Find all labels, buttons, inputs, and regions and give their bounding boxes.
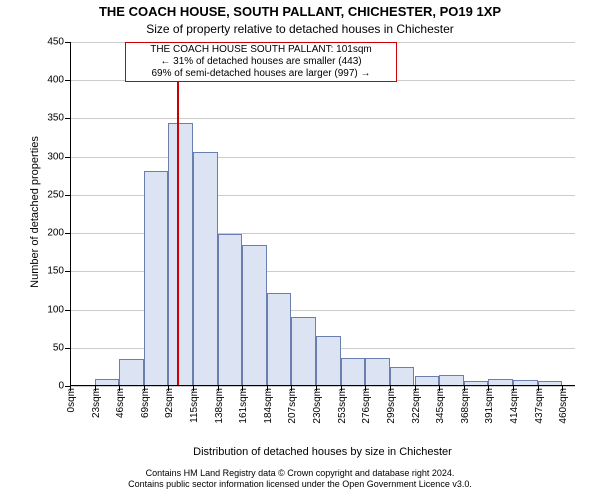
y-tick-label: 0	[34, 381, 64, 392]
histogram-bar	[390, 367, 415, 386]
attribution-line-2: Contains public sector information licen…	[0, 479, 600, 490]
x-tick-mark	[538, 386, 539, 391]
x-tick-mark	[218, 386, 219, 391]
x-tick-label: 138sqm	[214, 388, 225, 438]
x-tick-label: 184sqm	[263, 388, 274, 438]
x-tick-mark	[415, 386, 416, 391]
x-tick-label: 414sqm	[509, 388, 520, 438]
x-tick-label: 391sqm	[484, 388, 495, 438]
plot-area: 0501001502002503003504004500sqm23sqm46sq…	[70, 42, 575, 386]
x-tick-label: 161sqm	[238, 388, 249, 438]
histogram-bar	[168, 123, 193, 386]
histogram-bar	[267, 293, 292, 386]
y-tick-mark	[65, 233, 70, 234]
histogram-bar	[291, 317, 316, 386]
y-tick-mark	[65, 271, 70, 272]
histogram-bar	[193, 152, 218, 386]
x-tick-mark	[168, 386, 169, 391]
chart-container: THE COACH HOUSE, SOUTH PALLANT, CHICHEST…	[0, 0, 600, 500]
x-axis-title: Distribution of detached houses by size …	[70, 446, 575, 458]
x-tick-mark	[95, 386, 96, 391]
y-axis-title: Number of detached properties	[29, 112, 41, 312]
x-tick-mark	[488, 386, 489, 391]
gridline	[70, 157, 575, 158]
x-axis-line	[70, 385, 575, 386]
histogram-bar	[242, 245, 267, 386]
x-tick-label: 437sqm	[534, 388, 545, 438]
attribution: Contains HM Land Registry data © Crown c…	[0, 468, 600, 490]
y-tick-mark	[65, 195, 70, 196]
x-tick-label: 368sqm	[460, 388, 471, 438]
gridline	[70, 118, 575, 119]
x-tick-label: 46sqm	[115, 388, 126, 438]
x-tick-label: 207sqm	[287, 388, 298, 438]
y-tick-mark	[65, 310, 70, 311]
x-tick-mark	[119, 386, 120, 391]
x-tick-label: 0sqm	[66, 388, 77, 438]
x-tick-mark	[291, 386, 292, 391]
x-tick-label: 299sqm	[386, 388, 397, 438]
x-tick-mark	[144, 386, 145, 391]
y-tick-label: 400	[34, 75, 64, 86]
y-tick-mark	[65, 42, 70, 43]
annotation-box: THE COACH HOUSE SOUTH PALLANT: 101sqm ← …	[125, 42, 397, 82]
y-tick-mark	[65, 348, 70, 349]
annotation-line-1: THE COACH HOUSE SOUTH PALLANT: 101sqm	[130, 44, 392, 56]
x-tick-label: 460sqm	[558, 388, 569, 438]
histogram-bar	[316, 336, 341, 386]
gridline	[70, 386, 575, 387]
y-tick-mark	[65, 118, 70, 119]
y-tick-mark	[65, 157, 70, 158]
x-tick-mark	[341, 386, 342, 391]
x-tick-label: 23sqm	[91, 388, 102, 438]
annotation-line-3: 69% of semi-detached houses are larger (…	[130, 68, 392, 80]
x-tick-label: 69sqm	[140, 388, 151, 438]
x-tick-mark	[316, 386, 317, 391]
reference-line	[177, 42, 179, 386]
y-tick-mark	[65, 80, 70, 81]
x-tick-label: 230sqm	[312, 388, 323, 438]
y-axis-line	[70, 42, 71, 386]
histogram-bar	[144, 171, 169, 386]
histogram-bar	[119, 359, 144, 386]
y-tick-label: 450	[34, 37, 64, 48]
x-tick-mark	[390, 386, 391, 391]
attribution-line-1: Contains HM Land Registry data © Crown c…	[0, 468, 600, 479]
histogram-bar	[365, 358, 390, 386]
x-tick-mark	[267, 386, 268, 391]
x-tick-label: 92sqm	[164, 388, 175, 438]
histogram-bar	[341, 358, 366, 386]
x-tick-mark	[464, 386, 465, 391]
x-tick-label: 322sqm	[411, 388, 422, 438]
chart-title-main: THE COACH HOUSE, SOUTH PALLANT, CHICHEST…	[0, 4, 600, 19]
x-tick-mark	[513, 386, 514, 391]
x-tick-mark	[365, 386, 366, 391]
annotation-line-2: ← 31% of detached houses are smaller (44…	[130, 56, 392, 68]
x-tick-mark	[193, 386, 194, 391]
x-tick-mark	[562, 386, 563, 391]
x-tick-label: 115sqm	[189, 388, 200, 438]
histogram-bar	[218, 234, 243, 386]
x-tick-label: 345sqm	[435, 388, 446, 438]
x-tick-label: 276sqm	[361, 388, 372, 438]
x-tick-mark	[70, 386, 71, 391]
x-tick-mark	[242, 386, 243, 391]
x-tick-label: 253sqm	[337, 388, 348, 438]
x-tick-mark	[439, 386, 440, 391]
y-tick-label: 50	[34, 342, 64, 353]
chart-title-sub: Size of property relative to detached ho…	[0, 22, 600, 36]
